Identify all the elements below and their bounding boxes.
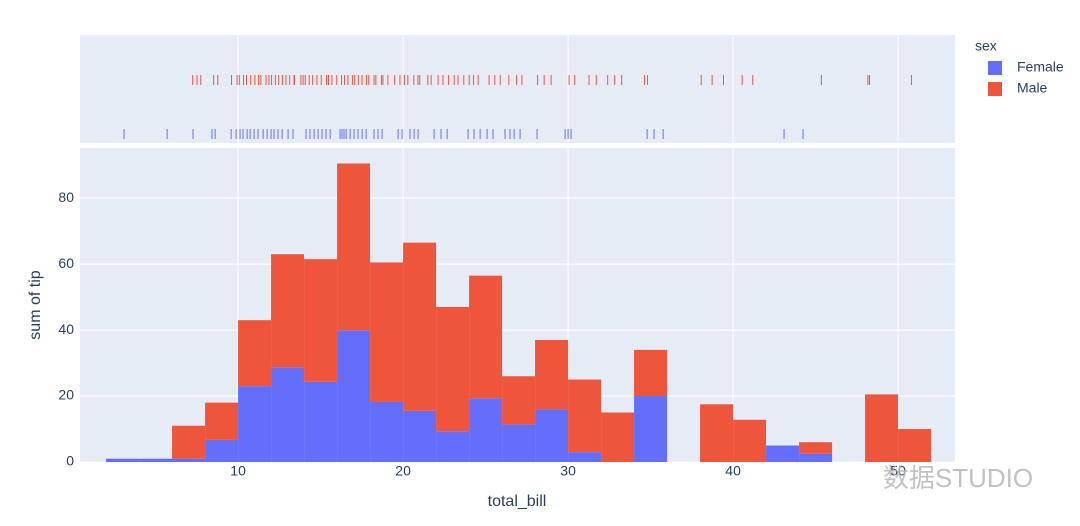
bar [370,262,404,402]
legend-swatch [988,61,1002,75]
x-tick-label: 20 [395,463,411,479]
bar [304,381,338,462]
y-tick-label: 0 [66,453,74,469]
y-tick-label: 40 [58,321,74,337]
x-tick-label: 10 [230,463,246,479]
x-axis-title: total_bill [488,493,547,510]
bar [139,458,173,462]
bar [700,404,734,462]
bar [766,445,800,462]
bar [304,259,338,382]
bar [436,431,470,462]
bar [502,424,536,462]
bar [403,410,437,462]
bar [370,401,404,462]
bar [271,254,305,368]
x-tick-label: 40 [725,463,741,479]
bar [799,453,833,462]
bar [601,412,635,462]
bar [172,425,206,459]
rug-panel [80,35,955,143]
bar [403,242,437,411]
bar [568,379,602,453]
bar [238,320,272,387]
y-tick-label: 20 [58,387,74,403]
bar [106,458,140,462]
bar [898,429,932,462]
y-axis-title: sum of tip [27,270,44,339]
bar [205,402,239,440]
legend-label: Male [1017,80,1048,96]
y-tick-label: 80 [58,189,74,205]
bar [502,376,536,425]
legend-title: sex [975,38,997,54]
bar [535,409,569,462]
bar [436,306,470,432]
x-tick-label: 30 [560,463,576,479]
legend-label: Female [1017,59,1064,75]
watermark: 数据STUDIO [883,463,1033,493]
bar [172,458,206,462]
legend-swatch [988,82,1002,96]
bar [733,419,767,462]
bar [205,439,239,462]
bar [469,398,503,462]
x-tick-label: 50 [890,463,906,479]
bar [535,339,569,410]
bar [634,349,668,397]
bar [568,452,602,462]
bar [238,386,272,462]
bar [271,367,305,462]
y-tick-label: 60 [58,255,74,271]
bar [469,275,503,399]
bar [634,396,668,462]
bar [337,163,371,331]
bar [799,442,833,454]
bar [865,394,899,462]
bar [337,330,371,462]
